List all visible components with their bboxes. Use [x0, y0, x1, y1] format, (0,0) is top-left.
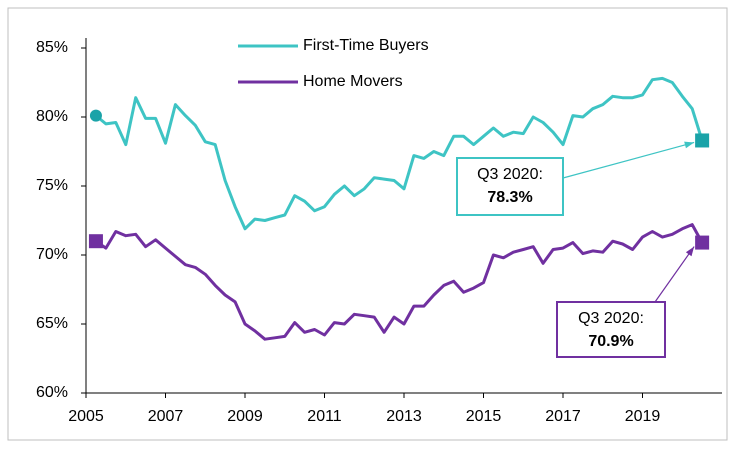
- y-tick-label: 85%: [36, 39, 68, 56]
- callout-arrow: [654, 246, 695, 303]
- series-line: [95, 223, 704, 341]
- start-marker: [88, 234, 103, 249]
- start-marker: [89, 109, 102, 122]
- callout-value: 78.3%: [487, 189, 532, 206]
- callout-text: Q3 2020:: [578, 310, 644, 327]
- x-tick-label: 2017: [545, 408, 581, 425]
- series-line: [94, 76, 704, 231]
- x-tick-label: 2005: [68, 408, 104, 425]
- x-tick-label: 2009: [227, 408, 263, 425]
- callout-box: [556, 301, 666, 358]
- y-tick-label: 70%: [36, 246, 68, 263]
- y-tick-label: 65%: [36, 315, 68, 332]
- x-tick-label: 2007: [148, 408, 184, 425]
- y-tick-label: 80%: [36, 108, 68, 125]
- y-tick-label: 75%: [36, 177, 68, 194]
- legend-label: Home Movers: [303, 73, 403, 90]
- callout-value: 70.9%: [588, 333, 633, 350]
- chart-border: [7, 7, 728, 441]
- end-marker: [695, 133, 710, 148]
- callout-arrow: [562, 141, 695, 179]
- legend-label: First-Time Buyers: [303, 37, 429, 54]
- end-marker: [695, 235, 710, 250]
- x-tick-label: 2013: [386, 408, 422, 425]
- callout-arrowhead: [684, 141, 695, 149]
- callout-text: Q3 2020:: [477, 166, 543, 183]
- y-tick-label: 60%: [36, 384, 68, 401]
- callout-arrowhead: [685, 246, 695, 257]
- x-tick-label: 2015: [466, 408, 502, 425]
- callout-box: [456, 157, 564, 216]
- x-tick-label: 2019: [625, 408, 661, 425]
- x-tick-label: 2011: [307, 408, 342, 425]
